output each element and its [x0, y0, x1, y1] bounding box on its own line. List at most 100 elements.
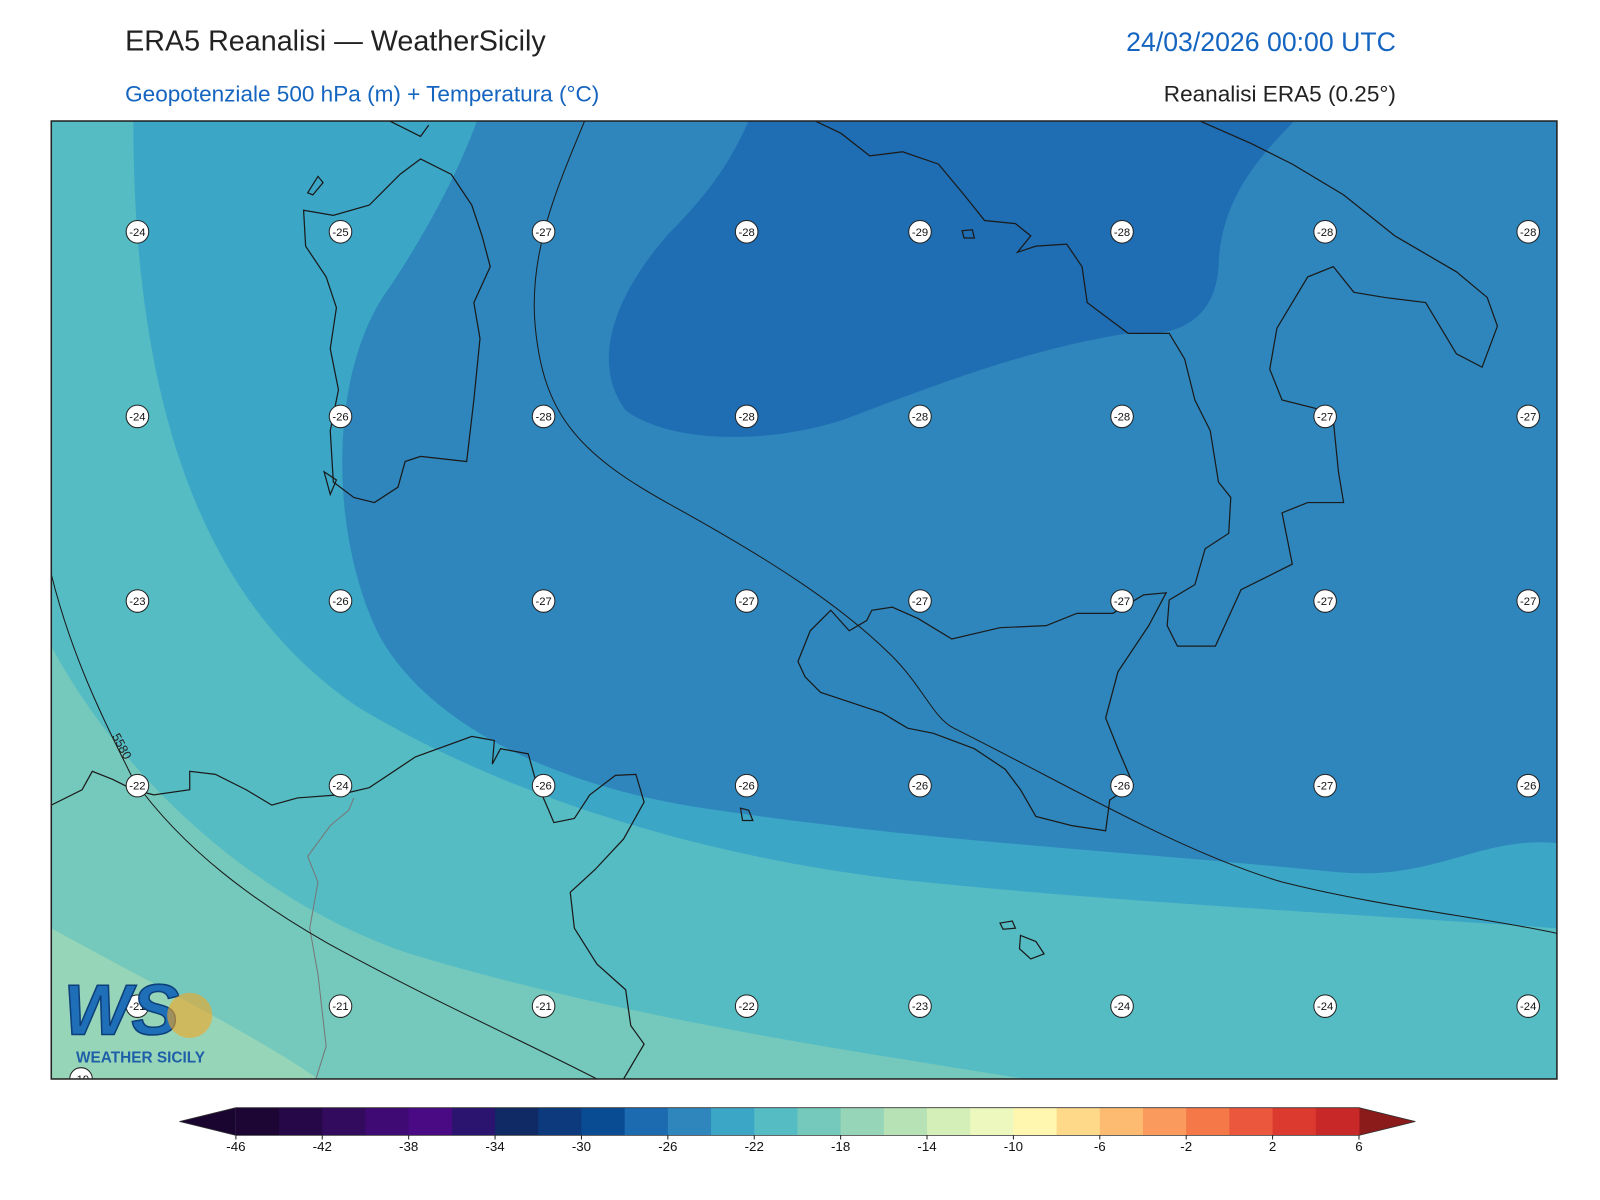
coastline — [306, 175, 338, 497]
station-marker — [69, 1067, 93, 1079]
station-value: -28 — [535, 411, 551, 423]
station-marker — [125, 589, 150, 613]
station-value: -27 — [739, 596, 755, 608]
colorbar-bin — [1099, 1107, 1144, 1136]
station-marker — [1516, 404, 1540, 429]
station-value: -27 — [912, 596, 928, 608]
station-value: -28 — [1114, 411, 1130, 423]
colorbar-tick-label: -2 — [1180, 1139, 1192, 1154]
logo: WS WEATHER SICILY — [63, 970, 213, 1067]
station-value: -26 — [1520, 781, 1536, 793]
colorbar-bin — [538, 1107, 582, 1136]
colorbar-tick-label: -6 — [1094, 1139, 1106, 1154]
colorbar-tick-label: -34 — [485, 1139, 505, 1154]
colorbar-bin — [754, 1107, 798, 1136]
datetime: 24/03/2026 00:00 UTC — [1126, 27, 1396, 57]
colorbar-tick-label: -18 — [831, 1139, 850, 1154]
station-value: -23 — [129, 596, 145, 608]
colorbar-bin — [840, 1107, 885, 1136]
station-value: -24 — [332, 781, 348, 793]
station-marker — [1313, 404, 1337, 429]
colorbar-bin — [408, 1107, 453, 1136]
station-value: -21 — [332, 1001, 348, 1013]
station-value: -28 — [912, 411, 928, 423]
colorbar-bin — [1013, 1107, 1058, 1136]
station-value: -25 — [332, 227, 348, 239]
station-marker — [125, 404, 150, 429]
colorbar-bin — [1315, 1107, 1360, 1136]
station-value: -28 — [1114, 227, 1130, 239]
station-marker — [1516, 994, 1540, 1018]
colorbar-bin — [1142, 1107, 1187, 1136]
colorbar-bin — [883, 1107, 928, 1136]
map-frame — [50, 120, 1558, 1080]
colorbar-bin — [279, 1107, 323, 1136]
logo-mark: WS — [64, 970, 180, 1050]
station-value: -27 — [1114, 596, 1130, 608]
station-marker — [328, 404, 353, 429]
station-marker — [1110, 589, 1134, 613]
station-value: -22 — [129, 781, 145, 793]
colorbar-bin — [322, 1107, 366, 1136]
colorbar-over — [1358, 1107, 1416, 1136]
colorbar-tick-label: 6 — [1355, 1139, 1362, 1154]
station-marker — [125, 219, 150, 244]
station-value: -29 — [912, 227, 928, 239]
logo-name: WEATHER SICILY — [76, 1050, 205, 1067]
station-value: -21 — [535, 1001, 551, 1013]
station-marker — [734, 219, 759, 244]
colorbar-tick-label: -30 — [572, 1139, 591, 1154]
station-marker — [908, 219, 932, 244]
colorbar-bin — [451, 1107, 496, 1136]
source: Reanalisi ERA5 (0.25°) — [1164, 81, 1396, 106]
colorbar-bin — [927, 1107, 971, 1136]
colorbar-bin — [581, 1107, 626, 1136]
coastline — [815, 121, 1499, 647]
subtitle: Geopotenziale 500 hPa (m) + Temperatura … — [125, 81, 599, 106]
station-value: -28 — [1317, 227, 1333, 239]
colorbar-tick-label: -42 — [313, 1139, 332, 1154]
colorbar-tick-label: -22 — [745, 1139, 764, 1154]
colorbar-bin — [1186, 1107, 1230, 1136]
station-marker — [1313, 219, 1337, 244]
temp-band — [608, 121, 1295, 437]
colorbar-under — [179, 1107, 236, 1136]
coastline — [302, 158, 491, 504]
station-value: -28 — [739, 411, 755, 423]
colorbar-tick-label: -26 — [658, 1139, 677, 1154]
height-contour — [51, 574, 598, 1079]
station-value: -27 — [535, 227, 551, 239]
station-marker — [125, 994, 150, 1018]
station-value: -26 — [535, 781, 551, 793]
coastline — [739, 807, 1046, 960]
station-value: -21 — [129, 1001, 145, 1013]
station-value: -24 — [1520, 1001, 1536, 1013]
station-labels: -24 -25 -27 -28 -29 -28 -28 -28 -24 -26 -28 -28 -28 -… — [69, 219, 1540, 1086]
station-marker — [908, 404, 932, 429]
colorbar-bin — [797, 1107, 842, 1136]
station-value: -27 — [1317, 411, 1333, 423]
station-value: -26 — [332, 596, 348, 608]
height-contour — [533, 121, 1557, 934]
station-marker — [1110, 773, 1134, 798]
station-marker — [1516, 773, 1540, 798]
station-value: -28 — [739, 227, 755, 239]
colorbar-tick-label: -46 — [226, 1139, 245, 1154]
coastline — [389, 121, 430, 138]
station-value: -24 — [1317, 1001, 1333, 1013]
station-value: -22 — [739, 1001, 755, 1013]
station-value: -26 — [1114, 781, 1130, 793]
station-marker — [734, 773, 759, 798]
colorbar-bin — [667, 1107, 712, 1136]
logo-sun — [167, 992, 213, 1038]
colorbar-bin — [235, 1107, 280, 1136]
station-marker — [1313, 773, 1337, 798]
station-value: -19 — [73, 1074, 89, 1086]
colorbar-bin — [970, 1107, 1014, 1136]
station-marker — [1110, 404, 1134, 429]
station-value: -23 — [912, 1001, 928, 1013]
station-value: -26 — [912, 781, 928, 793]
station-value: -24 — [129, 411, 145, 423]
station-marker — [734, 404, 759, 429]
coastline — [51, 735, 645, 1079]
